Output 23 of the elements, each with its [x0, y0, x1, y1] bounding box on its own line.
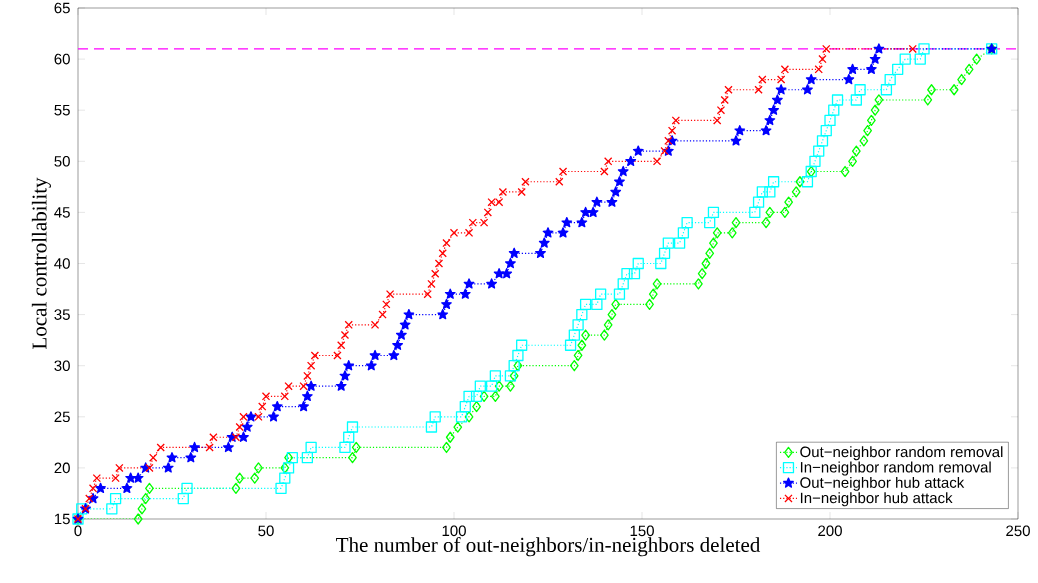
x-tick-label: 100 [442, 525, 466, 537]
y-tick-label: 65 [54, 2, 70, 14]
x-tick-label: 250 [1006, 525, 1030, 537]
y-tick-label: 55 [54, 104, 70, 116]
x-tick-label: 150 [630, 525, 654, 537]
y-tick-label: 45 [54, 207, 70, 218]
y-tick-label: 60 [54, 53, 70, 65]
y-tick-label: 30 [54, 360, 70, 371]
x-tick-label: 200 [818, 525, 842, 537]
x-tick-label: 50 [258, 525, 274, 537]
legend-label: In−neighbor hub attack [800, 492, 953, 507]
legend-label: In−neighbor random removal [800, 461, 991, 476]
x-axis-title: The number of out-neighbors/in-neighbors deleted [336, 536, 761, 557]
y-tick-label: 15 [54, 513, 70, 525]
x-tick-label: 0 [74, 525, 82, 537]
y-tick-label: 35 [54, 309, 70, 320]
y-tick-label: 50 [54, 156, 70, 167]
y-tick-label: 20 [54, 462, 70, 474]
y-tick-label: 40 [54, 258, 70, 269]
y-tick-label: 25 [54, 411, 70, 423]
legend-label: Out−neighbor random removal [800, 446, 1003, 461]
legend-label: Out−neighbor hub attack [800, 476, 965, 491]
y-axis-title: Local controllability [31, 177, 51, 349]
